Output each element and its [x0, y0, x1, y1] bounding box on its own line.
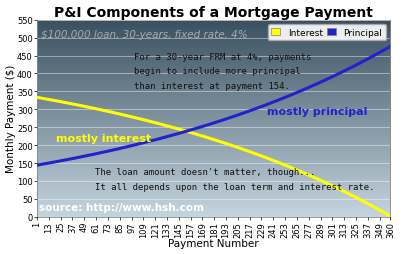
- Text: It all depends upon the loan term and interest rate.: It all depends upon the loan term and in…: [95, 182, 374, 191]
- Text: The loan amount doesn't matter, though...: The loan amount doesn't matter, though..…: [95, 168, 315, 177]
- Text: than interest at payment 154.: than interest at payment 154.: [134, 81, 290, 90]
- Text: For a 30-year FRM at 4%, payments: For a 30-year FRM at 4%, payments: [134, 53, 311, 62]
- Legend: Interest, Principal: Interest, Principal: [267, 25, 385, 41]
- Text: mostly principal: mostly principal: [267, 107, 367, 117]
- Text: $100,000 loan, 30-years, fixed rate, 4%: $100,000 loan, 30-years, fixed rate, 4%: [40, 29, 247, 39]
- Text: begin to include more principal: begin to include more principal: [134, 67, 300, 76]
- Text: mostly interest: mostly interest: [56, 133, 151, 143]
- Text: source: http://www.hsh.com: source: http://www.hsh.com: [39, 202, 203, 212]
- Y-axis label: Monthly Payment ($): Monthly Payment ($): [6, 65, 16, 173]
- Title: P&I Components of a Mortgage Payment: P&I Components of a Mortgage Payment: [54, 6, 372, 20]
- X-axis label: Payment Number: Payment Number: [168, 239, 258, 248]
